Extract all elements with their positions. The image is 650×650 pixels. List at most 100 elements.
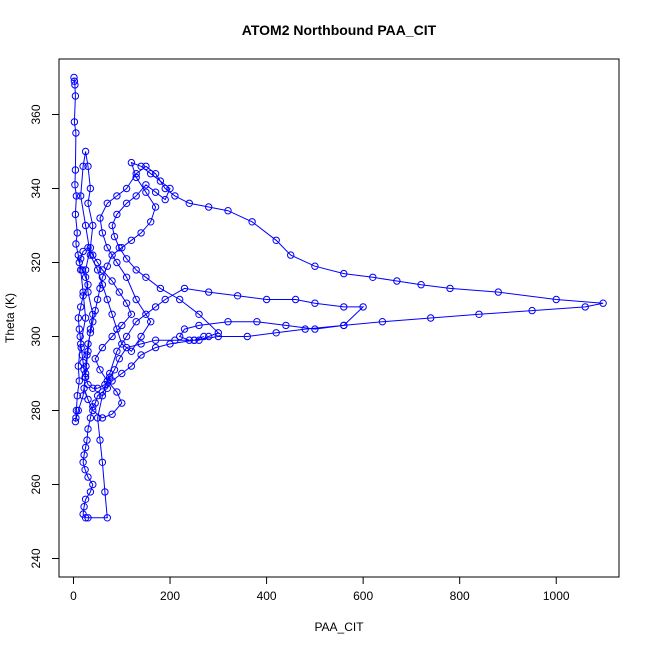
series-line [73, 77, 604, 519]
data-point [74, 406, 83, 415]
y-axis-label: Theta (K) [3, 293, 17, 343]
data-point [89, 251, 97, 259]
data-point [98, 414, 107, 422]
x-axis: 0 200 400 600 800 1000 [70, 577, 570, 603]
data-point [108, 221, 116, 230]
data-point [176, 295, 184, 304]
data-point [132, 266, 140, 274]
data-point [110, 366, 119, 374]
data-point [98, 392, 107, 400]
data-point [86, 184, 95, 193]
data-point [311, 325, 319, 333]
x-tick-label: 0 [70, 589, 77, 603]
data-point [185, 336, 194, 344]
plot-frame [58, 58, 620, 578]
data-point [282, 321, 290, 330]
data-point [98, 266, 107, 274]
data-point [84, 162, 92, 171]
data-point [127, 158, 136, 167]
data-point [340, 269, 348, 278]
data-point [195, 321, 203, 330]
data-point [93, 392, 102, 400]
data-point [75, 377, 84, 385]
data-point [106, 369, 114, 378]
data-point [122, 299, 131, 307]
data-point [84, 380, 92, 389]
data-point [224, 207, 232, 215]
data-point [200, 332, 208, 341]
data-point [243, 332, 252, 341]
data-point [127, 310, 136, 318]
data-point [81, 266, 90, 274]
data-point [581, 303, 589, 311]
data-point [156, 284, 165, 293]
data-point [73, 229, 82, 237]
y-tick-label: 240 [29, 548, 43, 568]
data-point [89, 310, 97, 318]
data-point [127, 236, 136, 245]
data-point [72, 192, 81, 200]
data-point [122, 343, 131, 352]
data-point [98, 273, 107, 281]
x-axis-label: PAA_CIT [314, 620, 364, 634]
data-point [113, 258, 121, 267]
data-point [98, 458, 107, 466]
data-point [110, 232, 119, 241]
data-point [79, 247, 87, 256]
data-point [81, 466, 89, 474]
data-point [147, 318, 155, 326]
data-point [74, 251, 83, 259]
data-point [79, 162, 87, 171]
data-point [91, 306, 99, 315]
data-point [96, 214, 104, 222]
data-point [84, 395, 92, 404]
data-point [77, 303, 85, 311]
data-point [75, 325, 84, 333]
data-point [147, 218, 155, 226]
data-point [72, 414, 80, 422]
chart-title: ATOM2 Northbound PAA_CIT [242, 22, 437, 38]
data-point [91, 399, 99, 407]
data-point [93, 266, 102, 274]
data-point [93, 414, 102, 422]
data-point [98, 343, 107, 352]
data-point [185, 199, 194, 208]
data-point [80, 384, 88, 392]
data-point [73, 392, 82, 400]
data-point [84, 425, 92, 433]
data-point [84, 281, 92, 289]
data-point [103, 384, 112, 392]
data-point [78, 266, 86, 274]
data-point [84, 514, 92, 522]
data-point [340, 321, 348, 330]
y-tick-label: 360 [29, 104, 43, 124]
data-point [552, 295, 560, 304]
data-point [378, 318, 387, 326]
data-point [393, 277, 401, 285]
y-tick-label: 320 [29, 252, 43, 272]
data-point [311, 299, 319, 307]
data-point [103, 295, 112, 304]
data-point [81, 369, 90, 378]
data-point [151, 336, 160, 344]
data-point [91, 355, 99, 363]
data-point [89, 318, 97, 326]
data-point [89, 403, 97, 411]
data-point [369, 273, 377, 281]
data-point [151, 303, 160, 311]
data-point [528, 306, 536, 315]
series-layer [70, 73, 607, 522]
data-point [70, 73, 78, 82]
data-point [291, 295, 300, 304]
data-point [340, 303, 348, 311]
data-point [84, 199, 92, 208]
data-point [118, 321, 126, 330]
data-point [86, 488, 95, 496]
data-point [195, 310, 203, 318]
data-point [122, 184, 131, 193]
data-point [301, 325, 309, 333]
data-point [78, 351, 86, 359]
data-point [86, 251, 95, 259]
data-point [127, 347, 136, 355]
data-point [137, 351, 145, 359]
